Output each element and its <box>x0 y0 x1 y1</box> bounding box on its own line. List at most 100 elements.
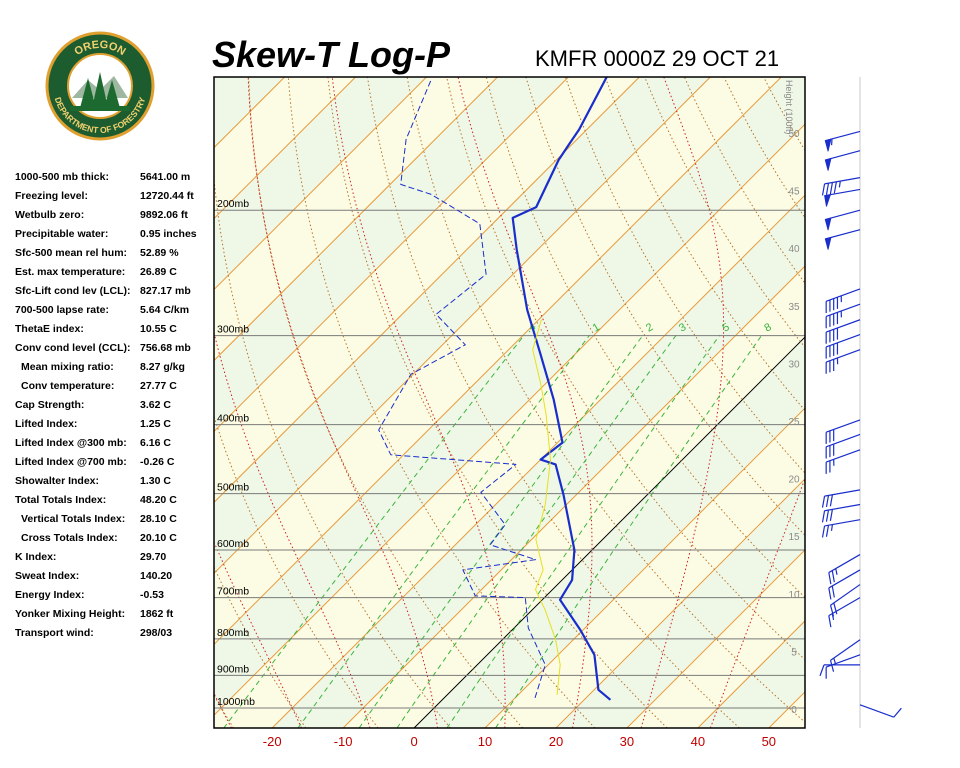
index-value: 1862 ft <box>140 608 174 620</box>
index-value: 20.10 C <box>140 532 177 544</box>
barb-flag <box>824 194 832 207</box>
barb-shaft <box>821 177 861 196</box>
logo-top-text: OREGON <box>72 39 127 58</box>
index-value: 10.55 C <box>140 323 177 335</box>
dry-adiabat <box>485 77 805 599</box>
dry-adiabat <box>287 77 596 728</box>
y-tick-label: 200mb <box>217 198 249 210</box>
wind-barb <box>825 319 861 344</box>
wind-barb <box>828 597 861 628</box>
index-label: Energy Index: <box>15 589 84 601</box>
moist-adiabat <box>640 77 725 728</box>
mixing-ratio-line <box>446 334 721 728</box>
dry-adiabat <box>248 77 523 728</box>
temperature-band <box>840 77 960 728</box>
isotherm-grid-line <box>555 478 805 728</box>
sounding-line <box>378 79 546 699</box>
isotherm-grid-line <box>626 549 805 728</box>
index-label: Yonker Mixing Height: <box>15 608 125 620</box>
mixing-ratio-label: 1 <box>591 321 602 334</box>
moist-adiabat <box>457 77 593 728</box>
barb-shaft <box>825 449 861 474</box>
index-label: Cap Strength: <box>15 399 84 411</box>
mixing-ratio-line <box>495 334 763 728</box>
wind-barb <box>825 654 861 679</box>
wind-barb <box>821 503 861 523</box>
wind-barb <box>825 433 861 459</box>
dry-adiabat <box>723 77 805 219</box>
dry-adiabat <box>327 77 668 728</box>
barb-shaft <box>825 433 861 459</box>
wind-barb <box>824 229 861 250</box>
y-tick-label: 500mb <box>217 482 249 494</box>
x-tick-label: 20 <box>549 734 563 749</box>
x-tick-label: 10 <box>478 734 492 749</box>
plot-area: .4 1 2 3 5 8 <box>214 77 960 728</box>
barb-shaft <box>828 554 861 585</box>
height-tick-label: 0 <box>791 705 797 716</box>
logo-ground <box>70 106 130 111</box>
index-value: 140.20 <box>140 570 172 582</box>
index-label: Vertical Totals Index: <box>21 513 125 525</box>
plot-frame <box>213 76 806 729</box>
barb-shaft <box>825 288 861 313</box>
isotherm-grid-line <box>484 407 805 728</box>
moist-adiabat <box>331 77 506 728</box>
height-tick-label: 15 <box>788 532 800 543</box>
index-value: 9892.06 ft <box>140 209 188 221</box>
logo-trees <box>80 72 120 108</box>
temperature-band <box>214 124 805 728</box>
wind-barb <box>824 150 861 171</box>
indices-table: 1000-500 mb thick: 5641.00 m Freezing leve… <box>15 171 197 639</box>
y-tick-label: 900mb <box>217 663 249 675</box>
isotherm <box>214 77 498 362</box>
wind-barb <box>829 639 861 672</box>
isotherm-grid-line <box>342 265 805 728</box>
index-value: 5.64 C/km <box>140 304 189 316</box>
dry-adiabat <box>446 77 805 661</box>
dry-adiabat <box>565 77 805 474</box>
isotherm <box>840 77 960 728</box>
height-tick-label: 30 <box>788 359 800 370</box>
wind-barb <box>828 554 861 585</box>
logo-top: OREGON <box>72 39 127 58</box>
index-label: Conv temperature: <box>21 380 114 392</box>
index-value: -0.26 C <box>140 456 175 468</box>
wind-barb <box>825 334 861 359</box>
height-tick-label: 45 <box>788 187 800 198</box>
barb-flag <box>824 236 832 250</box>
wind-barb <box>821 489 861 508</box>
sounding-line <box>532 319 561 696</box>
barb-shaft <box>825 334 861 359</box>
isotherm <box>214 77 427 291</box>
barb-flag <box>824 157 832 171</box>
height-tick-label: 35 <box>788 302 800 313</box>
isotherm <box>214 77 782 645</box>
wind-barb <box>825 449 861 474</box>
y-tick-label: 800mb <box>217 627 249 639</box>
wind-barb <box>824 209 861 231</box>
height-tick-label: 10 <box>788 590 800 601</box>
barb-flag <box>824 217 832 231</box>
index-label: Lifted Index @300 mb: <box>15 437 127 449</box>
index-value: 48.20 C <box>140 494 177 506</box>
page-title: Skew-T Log-P <box>212 34 451 75</box>
sounding-line <box>511 77 612 701</box>
wind-barb <box>859 704 902 718</box>
wind-barb <box>825 419 861 444</box>
index-label: Mean mixing ratio: <box>21 361 114 373</box>
index-value: 5641.00 m <box>140 171 190 183</box>
index-label: Cross Totals Index: <box>21 532 118 544</box>
barb-shaft <box>828 569 861 600</box>
isotherm <box>214 77 711 575</box>
height-tick-label: 40 <box>788 244 800 255</box>
barb-flag <box>824 138 832 152</box>
index-value: 6.16 C <box>140 437 171 449</box>
wind-barb <box>828 569 861 600</box>
mixing-ratio-label: 5 <box>720 321 731 334</box>
index-value: 8.27 g/kg <box>140 361 185 373</box>
y-tick-label: 600mb <box>217 538 249 550</box>
index-value: 29.70 <box>140 551 166 563</box>
mixing-ratio-line <box>223 334 525 728</box>
